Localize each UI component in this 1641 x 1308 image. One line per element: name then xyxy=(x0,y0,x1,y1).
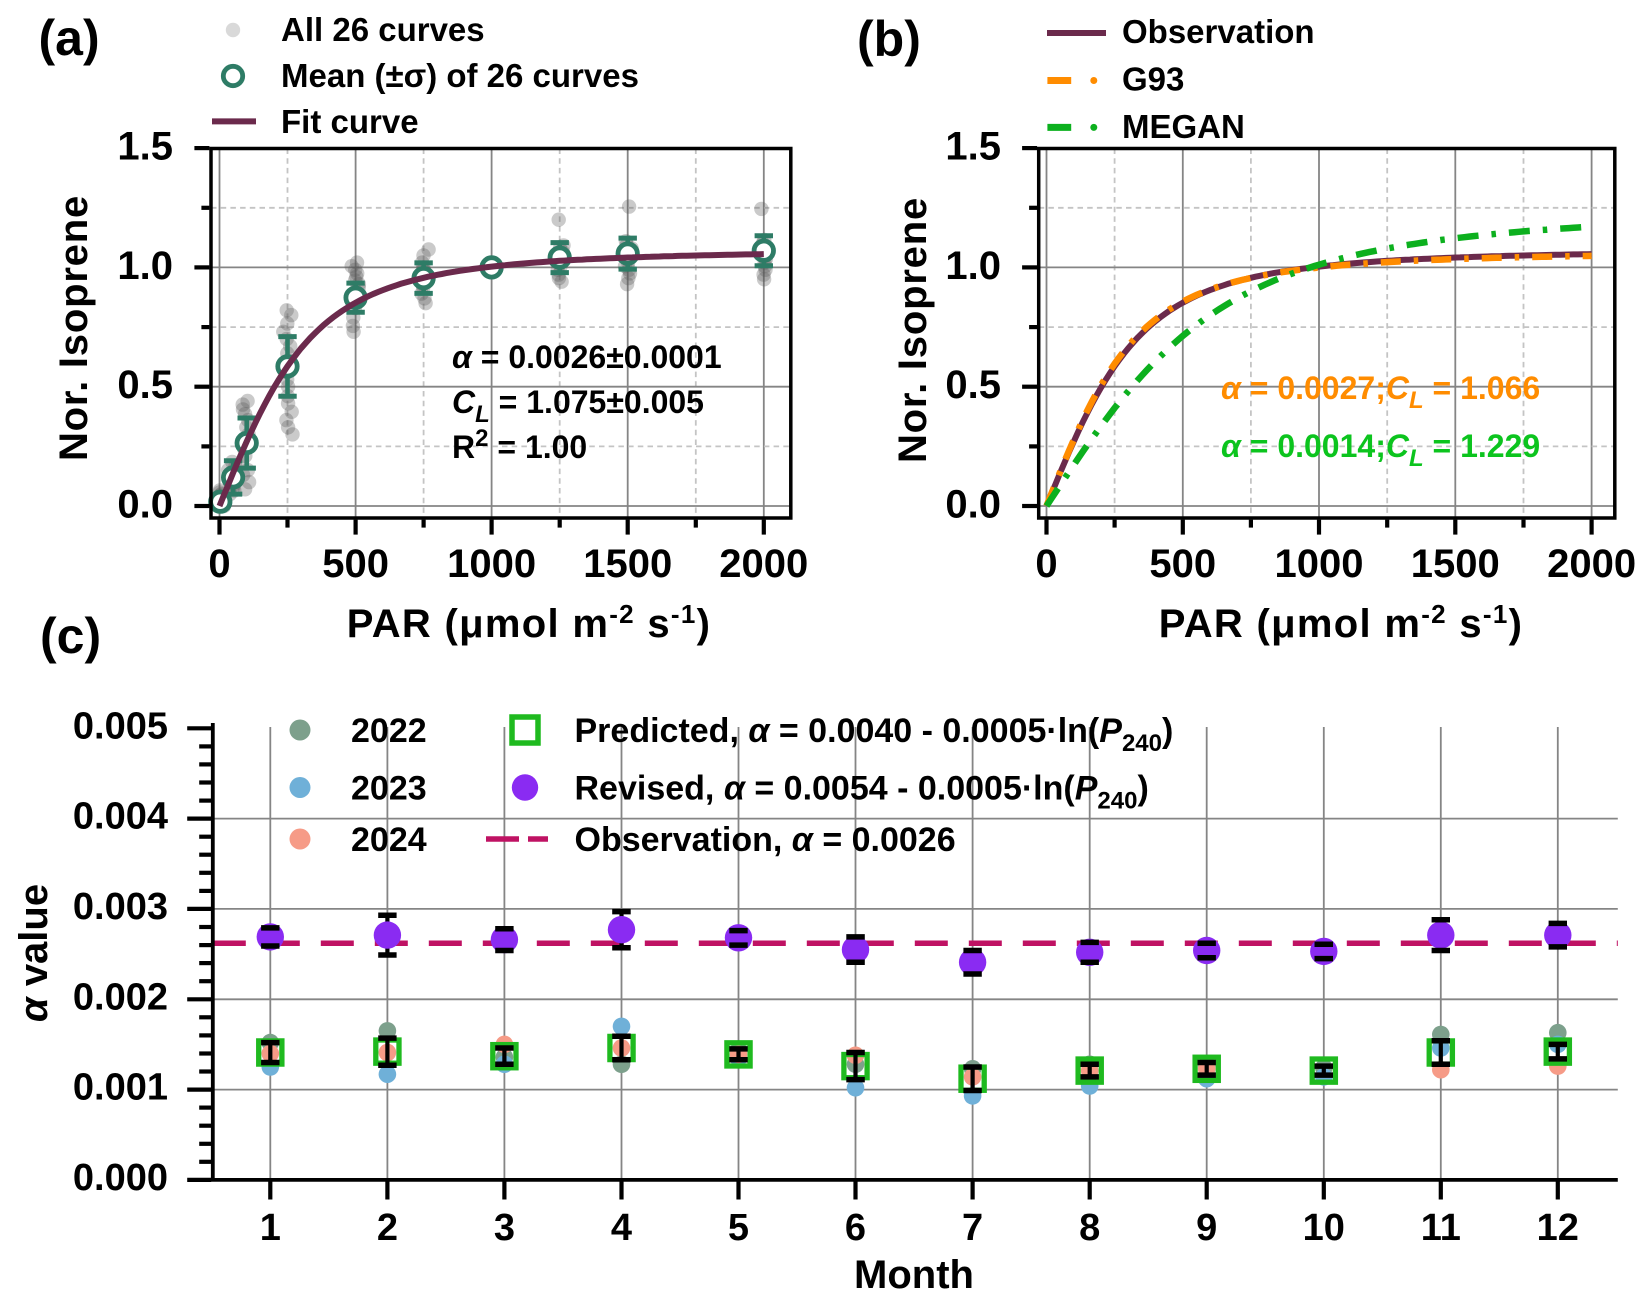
svg-text:0.002: 0.002 xyxy=(73,976,168,1018)
svg-text:1: 1 xyxy=(260,1207,281,1249)
svg-text:2000: 2000 xyxy=(719,542,808,586)
svg-text:1000: 1000 xyxy=(447,542,536,586)
svg-text:MEGAN: MEGAN xyxy=(1122,108,1245,145)
svg-text:1.5: 1.5 xyxy=(945,125,1001,169)
svg-text:500: 500 xyxy=(1149,542,1216,586)
svg-text:5: 5 xyxy=(728,1207,749,1249)
svg-text:α value: α value xyxy=(12,884,56,1022)
svg-text:(b): (b) xyxy=(857,11,921,67)
svg-text:11: 11 xyxy=(1421,1207,1461,1249)
svg-text:1000: 1000 xyxy=(1275,542,1364,586)
svg-text:0: 0 xyxy=(208,542,230,586)
svg-text:Revised, α = 0.0054 - 0.0005·l: Revised, α = 0.0054 - 0.0005·ln(P240) xyxy=(575,770,1149,815)
svg-text:10: 10 xyxy=(1303,1207,1345,1249)
svg-text:(a): (a) xyxy=(39,10,100,66)
svg-text:Observation, α = 0.0026: Observation, α = 0.0026 xyxy=(575,821,956,859)
svg-text:(c): (c) xyxy=(40,608,101,664)
svg-text:500: 500 xyxy=(322,542,389,586)
svg-text:1500: 1500 xyxy=(583,542,672,586)
svg-text:1.0: 1.0 xyxy=(117,244,173,288)
svg-text:G93: G93 xyxy=(1122,61,1184,98)
svg-text:Observation: Observation xyxy=(1122,13,1315,50)
svg-text:PAR (μmol m-2 s-1): PAR (μmol m-2 s-1) xyxy=(347,599,712,646)
svg-text:2000: 2000 xyxy=(1547,542,1636,586)
svg-text:0.5: 0.5 xyxy=(117,363,173,407)
svg-text:1.5: 1.5 xyxy=(117,125,173,169)
svg-text:Month: Month xyxy=(854,1253,974,1297)
svg-text:1.0: 1.0 xyxy=(945,244,1001,288)
svg-text:R2 = 1.00: R2 = 1.00 xyxy=(452,425,587,465)
svg-text:Predicted, α = 0.0040 - 0.0005: Predicted, α = 0.0040 - 0.0005·ln(P240) xyxy=(575,712,1174,757)
svg-text:8: 8 xyxy=(1079,1207,1100,1249)
svg-text:0.005: 0.005 xyxy=(73,705,168,747)
svg-text:1500: 1500 xyxy=(1411,542,1500,586)
svg-text:2: 2 xyxy=(377,1207,398,1249)
svg-text:0.0: 0.0 xyxy=(117,483,173,527)
svg-text:2022: 2022 xyxy=(351,712,427,750)
svg-text:2024: 2024 xyxy=(351,821,427,859)
svg-text:2023: 2023 xyxy=(351,770,427,808)
svg-text:0.001: 0.001 xyxy=(73,1067,168,1109)
svg-text:7: 7 xyxy=(962,1207,983,1249)
svg-text:Fit curve: Fit curve xyxy=(281,103,419,140)
svg-text:4: 4 xyxy=(611,1207,632,1249)
svg-text:PAR (μmol m-2 s-1): PAR (μmol m-2 s-1) xyxy=(1159,599,1524,646)
svg-text:Nor. Isoprene: Nor. Isoprene xyxy=(891,197,935,463)
svg-text:Nor. Isoprene: Nor. Isoprene xyxy=(52,195,96,461)
svg-text:CL = 1.075±0.005: CL = 1.075±0.005 xyxy=(452,384,704,428)
svg-text:0.5: 0.5 xyxy=(945,363,1001,407)
svg-text:6: 6 xyxy=(845,1207,866,1249)
svg-text:0.004: 0.004 xyxy=(73,796,168,838)
svg-text:Mean (±σ) of 26 curves: Mean (±σ) of 26 curves xyxy=(281,57,639,94)
svg-text:3: 3 xyxy=(494,1207,515,1249)
svg-text:α = 0.0026±0.0001: α = 0.0026±0.0001 xyxy=(452,339,722,375)
svg-text:0.0: 0.0 xyxy=(945,483,1001,527)
svg-text:9: 9 xyxy=(1196,1207,1217,1249)
svg-text:All 26 curves: All 26 curves xyxy=(281,11,485,48)
svg-text:12: 12 xyxy=(1537,1207,1579,1249)
svg-text:0.003: 0.003 xyxy=(73,886,168,928)
svg-text:0.000: 0.000 xyxy=(73,1157,168,1199)
svg-text:0: 0 xyxy=(1035,542,1057,586)
